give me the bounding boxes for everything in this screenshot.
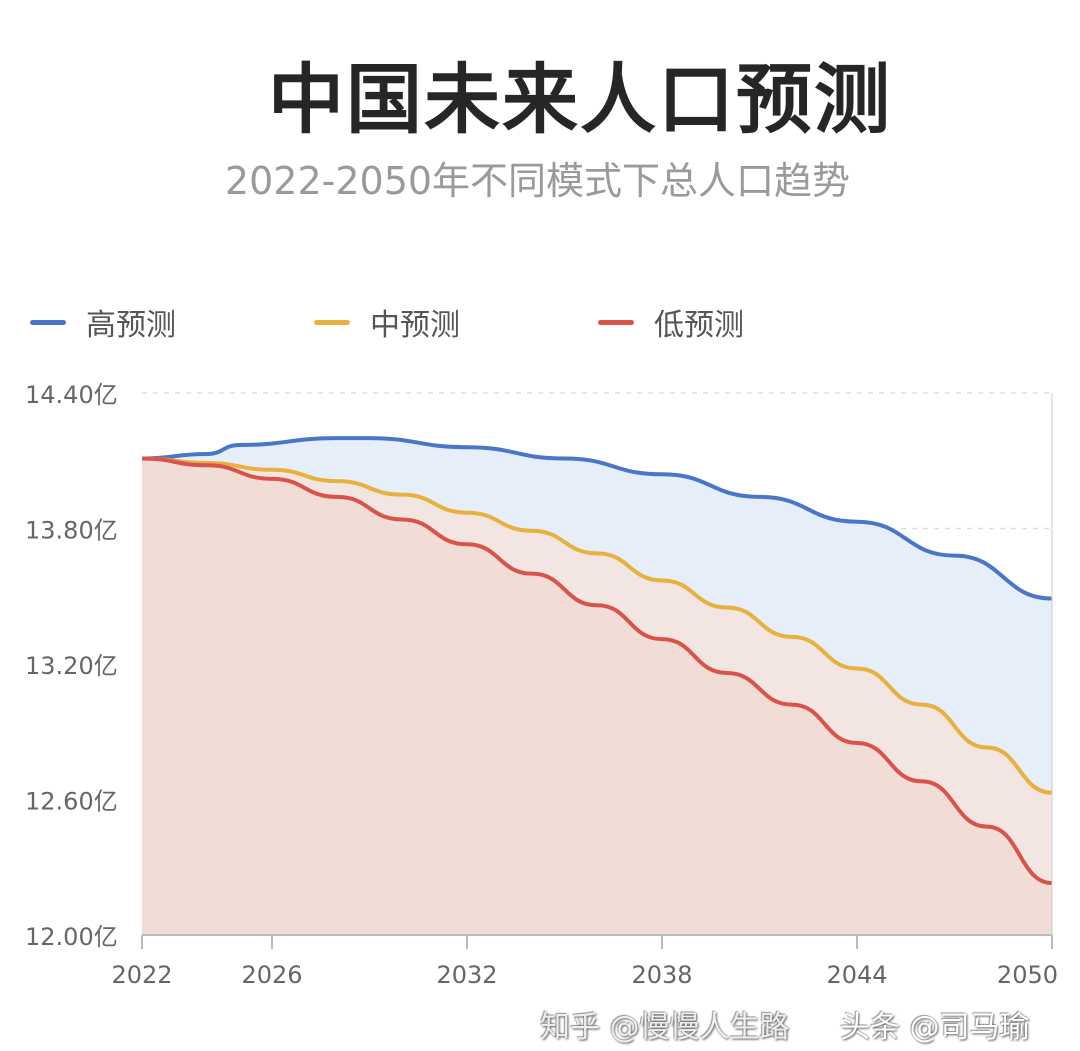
legend-item-high: 高预测 xyxy=(30,300,176,344)
legend-item-medium: 中预测 xyxy=(314,300,460,344)
x-tick-label: 2044 xyxy=(826,961,887,989)
line-medium xyxy=(141,456,1053,795)
legend-label-medium: 中预测 xyxy=(370,308,460,343)
page-subtitle: 2022-2050年不同模式下总人口趋势 xyxy=(224,159,851,203)
x-tick-label: 2038 xyxy=(631,961,692,989)
legend-swatch-low xyxy=(598,319,634,325)
x-tick-label: 2032 xyxy=(436,961,497,989)
x-tick-label: 2026 xyxy=(241,961,302,989)
y-tick-label: 12.60亿 xyxy=(25,788,118,816)
x-tick-label: 2022 xyxy=(111,961,172,989)
watermark-zhihu: 知乎 @慢慢人生路 xyxy=(540,1010,790,1045)
legend-label-high: 高预测 xyxy=(86,308,176,343)
legend-swatch-high xyxy=(30,319,66,325)
y-tick-label: 13.80亿 xyxy=(25,517,118,545)
x-tick-label: 2050 xyxy=(997,961,1058,989)
y-tick-label: 13.20亿 xyxy=(25,652,118,680)
page-title: 中国未来人口预测 xyxy=(268,55,892,144)
y-tick-label: 14.40亿 xyxy=(25,381,118,409)
line-low xyxy=(141,456,1053,886)
area-low xyxy=(142,458,1052,935)
legend-swatch-medium xyxy=(314,319,350,325)
legend-item-low: 低预测 xyxy=(598,300,744,344)
y-tick-label: 12.00亿 xyxy=(25,923,118,951)
watermark-toutiao: 头条 @司马瑜 xyxy=(840,1010,1030,1045)
legend-label-low: 低预测 xyxy=(654,308,744,343)
line-high xyxy=(141,436,1053,601)
